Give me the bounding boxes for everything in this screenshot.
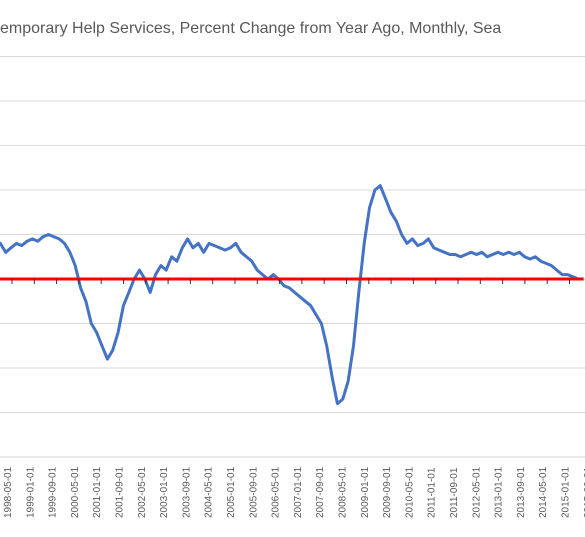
x-tick-label: 2015-09-01 bbox=[583, 466, 585, 518]
x-tick-label: 2000-05-01 bbox=[70, 466, 81, 518]
x-tick-label: 2004-05-01 bbox=[204, 466, 215, 518]
x-axis: 1998-05-01 1999-01-01 1999-09-01 2000-05-01… bbox=[3, 466, 585, 518]
x-tick-label: 1999-09-01 bbox=[48, 466, 59, 518]
x-tick-label: 2015-01-01 bbox=[561, 466, 572, 518]
x-tick-label: 2009-01-01 bbox=[360, 466, 371, 518]
x-tick-label: 1998-05-01 bbox=[3, 466, 14, 518]
x-tick-label: 2014-05-01 bbox=[538, 466, 549, 518]
x-tick-label: 2006-05-01 bbox=[271, 466, 282, 518]
x-tick-label: 2003-01-01 bbox=[159, 466, 170, 518]
x-tick-label: 2013-09-01 bbox=[516, 466, 527, 518]
x-tick-label: 2003-09-01 bbox=[181, 466, 192, 518]
x-tick-label: 1999-01-01 bbox=[25, 466, 36, 518]
x-tick-label: 2002-05-01 bbox=[137, 466, 148, 518]
chart-title: emporary Help Services, Percent Change f… bbox=[0, 20, 501, 37]
x-tick-label: 2009-09-01 bbox=[382, 466, 393, 518]
x-tick-label: 2001-01-01 bbox=[92, 466, 103, 518]
x-tick-label: 2012-05-01 bbox=[471, 466, 482, 518]
x-tick-label: 2007-01-01 bbox=[293, 466, 304, 518]
x-tick-label: 2011-09-01 bbox=[449, 467, 460, 518]
x-tick-label: 2010-05-01 bbox=[404, 466, 415, 518]
series-layer bbox=[0, 184, 584, 406]
gridlines bbox=[0, 56, 585, 458]
x-tick-label: 2001-09-01 bbox=[115, 466, 126, 518]
x-tick-label: 2007-09-01 bbox=[315, 466, 326, 518]
series-line bbox=[0, 184, 584, 406]
x-tick-label: 2005-01-01 bbox=[226, 466, 237, 518]
x-tick-label: 2005-09-01 bbox=[248, 466, 259, 518]
x-tick-label: 2013-01-01 bbox=[494, 466, 505, 518]
x-tick-label: 2008-05-01 bbox=[338, 466, 349, 518]
x-tick-label: 2011-01-01 bbox=[427, 467, 438, 518]
